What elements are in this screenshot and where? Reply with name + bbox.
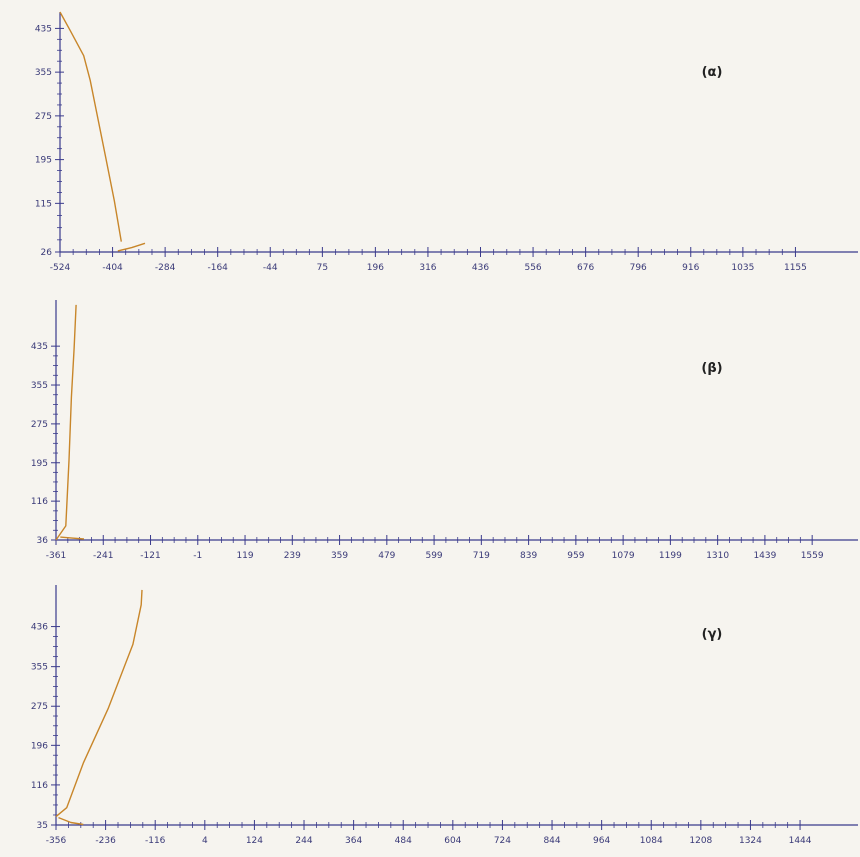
series-line-2 bbox=[60, 536, 85, 540]
x-tick-label: 119 bbox=[236, 551, 253, 561]
x-tick-label: -284 bbox=[155, 263, 176, 273]
y-tick-label: 116 bbox=[31, 497, 48, 507]
chart-panel-1: -524 -404 -284 -164 -44 75 196 316 436 556 676 796 9… bbox=[35, 11, 858, 273]
chart-panel-3: -356 -236 -116 4 124 244 364 484 604 724 844 964 108… bbox=[31, 585, 858, 846]
series-line-2 bbox=[58, 816, 84, 826]
x-tick-label: -524 bbox=[50, 263, 71, 273]
panel-label: (γ) bbox=[702, 627, 723, 642]
y-tick-label: 196 bbox=[31, 741, 48, 751]
x-tick-label: 244 bbox=[295, 836, 312, 846]
x-tick-label: 1079 bbox=[612, 551, 635, 561]
y-tick-label: 355 bbox=[31, 381, 48, 391]
series-line-2 bbox=[117, 242, 146, 252]
y-tick-label: 275 bbox=[31, 702, 48, 712]
x-tick-label: 1439 bbox=[753, 551, 776, 561]
x-tick-label: 964 bbox=[593, 836, 610, 846]
x-tick-label: 75 bbox=[317, 263, 328, 273]
x-tick-label: -361 bbox=[46, 551, 66, 561]
y-tick-label: 115 bbox=[35, 199, 52, 209]
y-tick-label: 35 bbox=[37, 821, 48, 831]
x-tick-label: 844 bbox=[543, 836, 560, 846]
series-line-1 bbox=[55, 589, 143, 818]
x-tick-label: 1324 bbox=[739, 836, 762, 846]
x-tick-label: -236 bbox=[95, 836, 116, 846]
x-tick-label: 676 bbox=[577, 263, 594, 273]
panel-label: (β) bbox=[701, 361, 722, 376]
x-tick-label: 1199 bbox=[659, 551, 682, 561]
x-tick-label: 1208 bbox=[689, 836, 712, 846]
x-tick-label: 604 bbox=[444, 836, 461, 846]
y-tick-label: 26 bbox=[41, 248, 53, 258]
x-tick-label: -116 bbox=[145, 836, 166, 846]
x-tick-label: 959 bbox=[567, 551, 584, 561]
y-tick-label: 195 bbox=[31, 459, 48, 469]
x-tick-label: 1559 bbox=[801, 551, 824, 561]
x-tick-label: -121 bbox=[140, 551, 160, 561]
y-tick-label: 275 bbox=[35, 112, 52, 122]
x-tick-label: 4 bbox=[202, 836, 208, 846]
x-tick-label: 796 bbox=[630, 263, 647, 273]
x-tick-label: 484 bbox=[395, 836, 412, 846]
x-tick-label: 719 bbox=[473, 551, 490, 561]
chart-panel-2: -361 -241 -121 -1 119 239 359 479 599 719 839 959 10… bbox=[31, 300, 858, 561]
y-tick-label: 195 bbox=[35, 156, 52, 166]
x-tick-label: 479 bbox=[378, 551, 395, 561]
y-tick-label: 36 bbox=[37, 536, 49, 546]
x-tick-label: 316 bbox=[419, 263, 436, 273]
y-tick-label: 116 bbox=[31, 781, 48, 791]
x-tick-label: 1444 bbox=[789, 836, 812, 846]
x-tick-label: -164 bbox=[207, 263, 228, 273]
x-tick-label: -404 bbox=[102, 263, 123, 273]
x-tick-label: 436 bbox=[472, 263, 489, 273]
x-tick-label: 1155 bbox=[784, 263, 807, 273]
x-tick-label: -356 bbox=[46, 836, 67, 846]
y-tick-label: 275 bbox=[31, 420, 48, 430]
x-tick-label: 599 bbox=[425, 551, 442, 561]
x-tick-label: 1084 bbox=[640, 836, 663, 846]
x-tick-label: 839 bbox=[520, 551, 537, 561]
y-tick-label: 435 bbox=[31, 342, 48, 352]
x-tick-label: -1 bbox=[193, 551, 202, 561]
x-tick-label: 359 bbox=[331, 551, 348, 561]
y-tick-label: 435 bbox=[35, 24, 52, 34]
series-line-1 bbox=[59, 11, 122, 242]
x-tick-label: 1310 bbox=[706, 551, 729, 561]
x-tick-label: 196 bbox=[367, 263, 384, 273]
x-tick-label: -241 bbox=[93, 551, 113, 561]
y-tick-label: 355 bbox=[35, 68, 52, 78]
x-tick-label: 916 bbox=[682, 263, 699, 273]
x-tick-label: 124 bbox=[246, 836, 263, 846]
x-tick-label: 556 bbox=[524, 263, 541, 273]
y-tick-label: 355 bbox=[31, 663, 48, 673]
y-tick-label: 436 bbox=[31, 623, 48, 633]
panel-label: (α) bbox=[702, 65, 723, 80]
x-tick-label: 364 bbox=[345, 836, 362, 846]
series-line-1 bbox=[55, 304, 77, 541]
x-tick-label: -44 bbox=[263, 263, 278, 273]
x-tick-label: 239 bbox=[284, 551, 301, 561]
x-tick-label: 1035 bbox=[731, 263, 754, 273]
x-tick-label: 724 bbox=[494, 836, 511, 846]
